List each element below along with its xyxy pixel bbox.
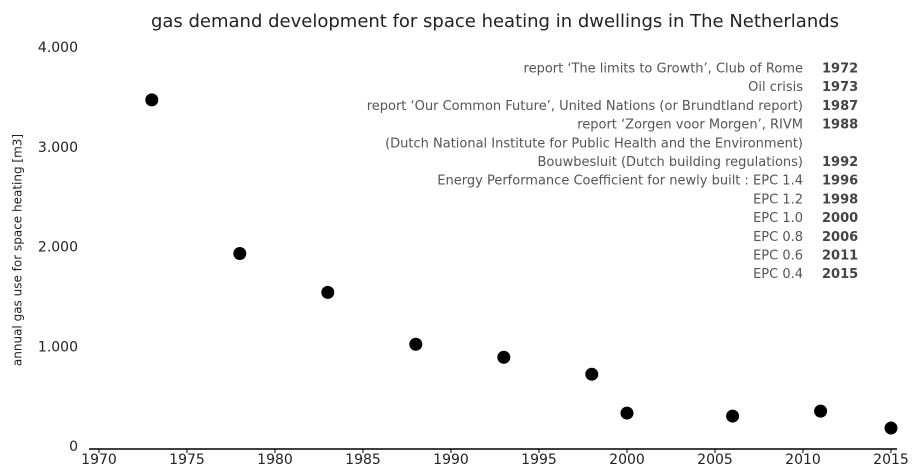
annotation-year: 1996 [822,174,858,189]
annotation-text: report ‘The limits to Growth’, Club of R… [524,62,803,77]
x-tick-label: 2000 [609,452,645,468]
y-tick-label: 0 [69,439,78,455]
annotation-text: report ‘Zorgen voor Morgen’, RIVM [577,118,803,133]
point [585,367,599,381]
y-tick-label: 4.000 [38,40,78,56]
annotation-text: Energy Performance Coefficient for newly… [437,174,803,189]
point [620,406,634,420]
x-tick-label: 1985 [345,452,381,468]
point [233,246,247,260]
point [884,421,898,435]
annotation-year: 1992 [822,155,858,170]
annotation-year: 1973 [822,80,858,95]
x-tick-label: 1980 [257,452,293,468]
annotation-text: EPC 1.2 [753,192,803,207]
x-tick-label: 1975 [169,452,205,468]
point [145,93,159,107]
y-tick-label: 2.000 [38,240,78,256]
point [726,409,740,423]
annotation-text: EPC 0.4 [753,267,803,282]
annotation-text: report ‘Our Common Future’, United Natio… [367,99,803,114]
annotation-year: 1998 [822,192,858,207]
annotation-year: 1972 [822,62,858,77]
annotation-year: 2015 [822,267,858,282]
y-tick-label: 3.000 [38,140,78,156]
x-tick-label: 2010 [785,452,821,468]
annotation-text: EPC 0.6 [753,249,803,264]
annotation-text: Bouwbesluit (Dutch building regulations) [538,155,803,170]
x-tick-label: 1995 [521,452,557,468]
annotation-year: 1988 [822,118,858,133]
x-tick-label: 2005 [697,452,733,468]
annotation-year: 1987 [822,99,858,114]
annotation-text: EPC 0.8 [753,230,803,245]
point [321,285,335,299]
x-tick-label: 1990 [433,452,469,468]
y-tick-label: 1.000 [38,339,78,355]
point [814,404,828,418]
chart-title: gas demand development for space heating… [151,11,839,32]
annotation-text: Oil crisis [748,80,803,95]
annotation-text: EPC 1.0 [753,211,803,226]
x-tick-label: 1970 [81,452,117,468]
annotation-year: 2006 [822,230,858,245]
point [409,337,423,351]
x-tick-label: 2015 [873,452,909,468]
annotation-year: 2000 [822,211,858,226]
point [497,350,511,364]
y-axis-label: annual gas use for space heating [m3] [11,134,25,366]
annotation-year: 2011 [822,249,858,264]
annotation-text: (Dutch National Institute for Public Hea… [385,136,803,151]
